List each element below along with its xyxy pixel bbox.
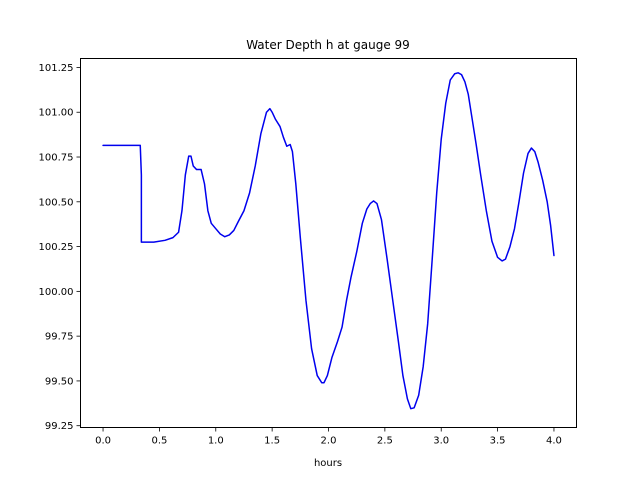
series-line xyxy=(102,72,555,410)
x-tick-label: 2.5 xyxy=(377,436,393,447)
x-tick-label: 3.5 xyxy=(490,436,506,447)
x-axis-label: hours xyxy=(314,458,342,469)
x-tick-label: 2.0 xyxy=(321,436,337,447)
plot-area xyxy=(102,72,555,410)
x-tick-label: 4.0 xyxy=(546,436,562,447)
y-tick-label: 99.50 xyxy=(45,376,74,387)
y-tick-label: 101.25 xyxy=(39,63,74,74)
x-tick-label: 1.5 xyxy=(264,436,280,447)
y-tick-label: 100.75 xyxy=(39,153,74,164)
x-tick-label: 1.0 xyxy=(208,436,224,447)
y-tick-label: 100.25 xyxy=(39,242,74,253)
y-tick-label: 100.00 xyxy=(39,287,74,298)
x-axis: 0.0 0.5 1.0 1.5 2.0 2.5 3.0 3.5 4.0 xyxy=(95,427,562,447)
chart-title: Water Depth h at gauge 99 xyxy=(246,38,410,52)
x-tick-label: 0.0 xyxy=(95,436,111,447)
y-tick-label: 99.75 xyxy=(45,332,74,343)
x-tick-label: 0.5 xyxy=(151,436,167,447)
y-tick-label: 101.00 xyxy=(39,108,74,119)
y-tick-label: 99.25 xyxy=(45,421,74,432)
y-tick-label: 100.50 xyxy=(39,197,74,208)
x-tick-label: 3.0 xyxy=(433,436,449,447)
y-axis: 99.25 99.50 99.75 100.00 100.25 100.50 100.75 1… xyxy=(39,63,81,432)
